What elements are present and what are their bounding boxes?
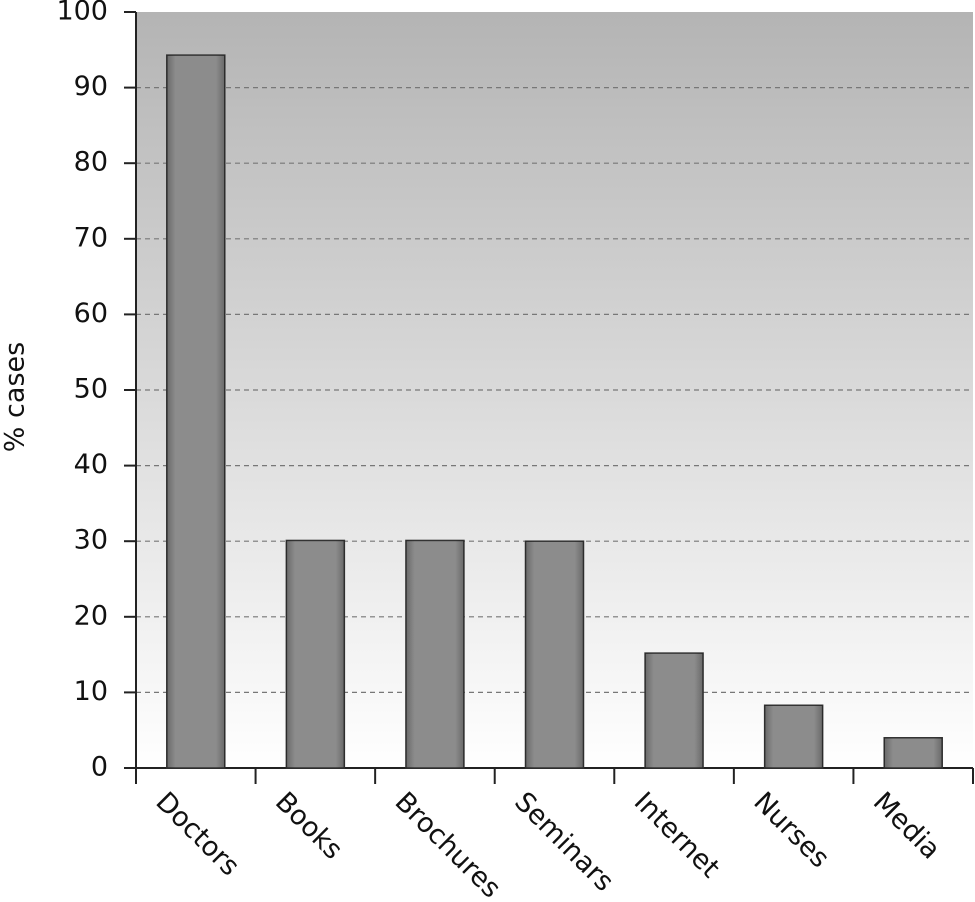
bar-shade xyxy=(286,540,345,768)
y-tick-label: 40 xyxy=(74,449,108,480)
x-tick-label: Media xyxy=(867,786,946,865)
x-tick-label: Seminars xyxy=(508,786,619,897)
bar-shade xyxy=(884,737,943,768)
y-tick-label: 30 xyxy=(74,525,108,556)
y-tick-label: 0 xyxy=(91,752,108,783)
y-axis-label: % cases xyxy=(0,342,31,452)
bar-shade xyxy=(166,55,225,769)
bar-shade xyxy=(525,541,584,768)
y-tick-label: 90 xyxy=(74,71,108,102)
y-tick-label: 60 xyxy=(74,298,108,329)
x-tick-label: Internet xyxy=(628,786,726,884)
x-tick-label: Books xyxy=(269,786,348,865)
y-tick-label: 50 xyxy=(74,374,108,405)
x-tick-label: Brochures xyxy=(389,786,507,902)
x-tick-label: Nurses xyxy=(747,786,835,874)
y-tick-label: 70 xyxy=(74,222,108,253)
bar-shade xyxy=(764,705,823,768)
bar-shade xyxy=(645,653,704,768)
y-tick-label: 80 xyxy=(74,147,108,178)
y-tick-label: 10 xyxy=(74,676,108,707)
x-tick-label: Doctors xyxy=(150,786,246,882)
y-tick-label: 20 xyxy=(74,600,108,631)
y-tick-label: 100 xyxy=(56,0,108,27)
bar-shade xyxy=(405,540,464,768)
